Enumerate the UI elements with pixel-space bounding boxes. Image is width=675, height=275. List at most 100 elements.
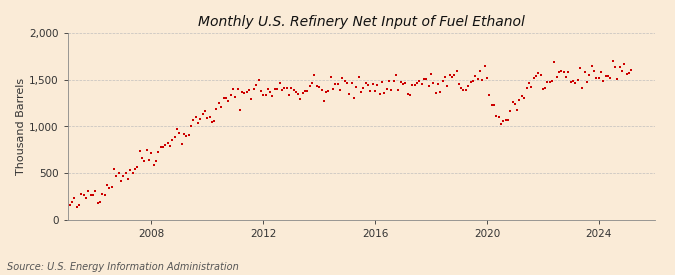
Point	[479, 64, 490, 68]
Point	[591, 76, 602, 80]
Point	[454, 82, 464, 86]
Point	[153, 150, 164, 155]
Point	[232, 87, 243, 91]
Point	[216, 104, 227, 109]
Point	[465, 80, 476, 85]
Point	[423, 84, 434, 88]
Point	[568, 78, 578, 83]
Point	[255, 89, 266, 94]
Point	[386, 88, 397, 92]
Point	[192, 121, 203, 126]
Point	[572, 78, 583, 82]
Point	[223, 99, 234, 103]
Point	[421, 77, 432, 81]
Point	[139, 159, 150, 163]
Point	[561, 75, 572, 79]
Point	[250, 83, 261, 87]
Point	[72, 205, 82, 209]
Point	[155, 145, 166, 150]
Point	[622, 72, 632, 77]
Point	[589, 69, 599, 73]
Point	[470, 74, 481, 78]
Point	[127, 171, 138, 176]
Point	[67, 200, 78, 204]
Point	[134, 149, 145, 153]
Point	[141, 148, 152, 152]
Point	[95, 199, 105, 204]
Point	[489, 103, 500, 108]
Point	[351, 85, 362, 89]
Point	[549, 60, 560, 64]
Point	[484, 93, 495, 98]
Point	[227, 86, 238, 91]
Point	[495, 122, 506, 126]
Point	[171, 127, 182, 132]
Point	[244, 88, 254, 93]
Point	[237, 89, 248, 94]
Point	[556, 69, 567, 73]
Point	[540, 86, 551, 90]
Point	[122, 177, 133, 182]
Point	[481, 76, 492, 81]
Point	[332, 82, 343, 87]
Point	[433, 82, 443, 86]
Point	[321, 90, 331, 94]
Point	[314, 85, 325, 89]
Point	[554, 70, 564, 74]
Point	[353, 75, 364, 79]
Point	[169, 135, 180, 140]
Point	[290, 90, 301, 95]
Point	[512, 108, 522, 112]
Point	[610, 65, 620, 69]
Point	[514, 98, 525, 102]
Point	[309, 73, 320, 78]
Point	[277, 88, 288, 92]
Point	[74, 203, 84, 208]
Point	[225, 93, 236, 97]
Point	[510, 102, 520, 106]
Point	[253, 78, 264, 82]
Point	[442, 83, 453, 88]
Point	[263, 87, 273, 91]
Point	[302, 89, 313, 93]
Point	[416, 82, 427, 87]
Point	[181, 134, 192, 138]
Point	[319, 99, 329, 103]
Point	[113, 171, 124, 175]
Point	[409, 82, 420, 87]
Point	[374, 92, 385, 96]
Point	[337, 76, 348, 80]
Point	[260, 93, 271, 97]
Point	[144, 158, 155, 163]
Point	[475, 68, 485, 73]
Point	[372, 83, 383, 87]
Point	[316, 88, 327, 93]
Point	[404, 93, 415, 97]
Point	[306, 81, 317, 85]
Point	[239, 91, 250, 95]
Point	[81, 196, 92, 200]
Point	[603, 74, 614, 78]
Point	[531, 74, 541, 78]
Point	[83, 189, 94, 193]
Point	[472, 76, 483, 81]
Point	[365, 89, 376, 93]
Point	[209, 119, 219, 123]
Point	[587, 64, 597, 68]
Point	[600, 74, 611, 78]
Point	[518, 96, 529, 101]
Point	[148, 163, 159, 167]
Point	[323, 89, 333, 93]
Point	[330, 82, 341, 86]
Point	[118, 174, 129, 178]
Point	[463, 84, 474, 88]
Point	[90, 189, 101, 194]
Point	[398, 81, 408, 86]
Point	[547, 79, 558, 83]
Point	[106, 185, 117, 189]
Point	[258, 92, 269, 97]
Point	[230, 95, 241, 99]
Point	[288, 87, 299, 92]
Point	[542, 79, 553, 84]
Point	[605, 76, 616, 80]
